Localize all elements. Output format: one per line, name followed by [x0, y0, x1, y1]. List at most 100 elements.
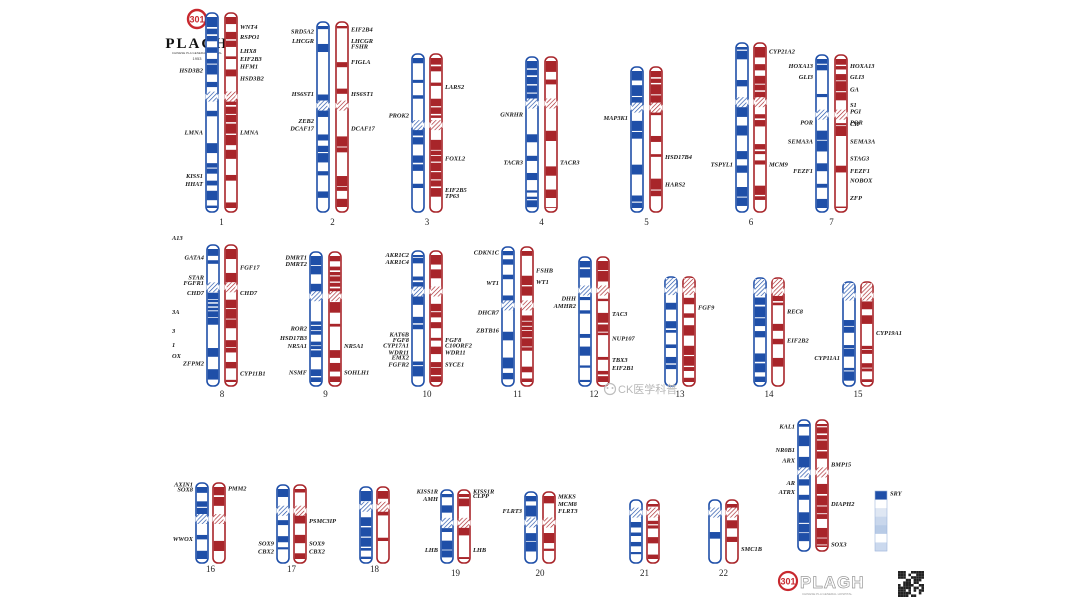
- chromosome-band: [206, 205, 218, 208]
- gene-label: PMM2: [228, 486, 247, 493]
- centromere-region: [754, 97, 766, 108]
- cropped-gene-label: 3A: [171, 309, 179, 316]
- centromere-region: [861, 290, 873, 301]
- qr-module: [898, 584, 901, 587]
- qr-module: [900, 586, 904, 590]
- logo-numeral: 301: [189, 15, 204, 25]
- qr-module: [908, 586, 911, 590]
- chromosome-red-17: [293, 484, 307, 564]
- gene-label: FGF8: [445, 337, 462, 344]
- gene-label: FSHB: [536, 268, 554, 275]
- chromosome-band: [754, 331, 766, 338]
- gene-label: LMNA: [239, 129, 258, 136]
- chromosome-band: [412, 95, 424, 99]
- chromosome-band: [441, 540, 453, 550]
- chromosome-band: [294, 553, 306, 559]
- chromosome-band: [206, 190, 218, 201]
- gene-label: HSD17B4: [664, 154, 692, 161]
- chromosome-number: 20: [536, 568, 546, 578]
- chromosome-band: [412, 276, 424, 281]
- chromosome-band: [526, 196, 538, 200]
- chromosome-band: [310, 369, 322, 377]
- centromere-region: [294, 505, 306, 516]
- chromosome-band: [430, 139, 442, 150]
- chromosome-band: [630, 521, 642, 528]
- chromosome-band: [526, 85, 538, 93]
- logo-subtitle: CHINESE PLA GENERAL HOSPITAL: [172, 51, 223, 55]
- chromosome-pair-y: SRY: [874, 490, 903, 552]
- chromosome-red-20: [542, 491, 556, 564]
- chromosome-band: [736, 125, 748, 136]
- gene-label: DCAF17: [350, 125, 376, 132]
- chromosome-band: [458, 494, 470, 498]
- centromere-region: [196, 514, 208, 524]
- chromosome-band: [412, 324, 424, 330]
- gene-label: WNT4: [240, 24, 257, 31]
- chromosome-band: [430, 66, 442, 72]
- chromosome-outline: [874, 490, 888, 552]
- chromosome-band: [207, 249, 219, 256]
- chromosome-band: [816, 424, 828, 427]
- chromosome-pair-11: 11 CDKN1C WT1 DHCR7 ZBTB16 FSHB WT1: [474, 246, 554, 399]
- chromosome-number: 22: [719, 568, 728, 578]
- chromosome-band: [329, 302, 341, 313]
- gene-label: FEZF1: [850, 168, 870, 175]
- chromosome-pair-10: 10AKR1C2AKR1C4KAT6BFGF8CYP17A1WDR11EMX2F…: [383, 250, 473, 399]
- gene-label: CYP19A1: [876, 330, 902, 337]
- chromosome-band: [225, 272, 237, 283]
- chromosome-band: [329, 266, 341, 271]
- chromosome-band: [196, 534, 208, 540]
- chromosome-band: [526, 76, 538, 85]
- gene-label: KISS1R: [472, 488, 495, 495]
- chromosome-band: [798, 523, 810, 533]
- gene-label: CYP11A1: [814, 355, 840, 362]
- chromosome-band: [526, 200, 538, 208]
- chromosome-band: [207, 260, 219, 264]
- qr-module: [916, 581, 919, 584]
- gene-label: CLPP: [473, 493, 489, 500]
- chromosome-band: [336, 136, 348, 147]
- chromosome-band: [521, 378, 533, 382]
- gene-label: EIF2B1: [611, 365, 634, 372]
- satellite-region: [772, 279, 784, 287]
- gene-label: HARS2: [664, 181, 686, 188]
- chromosome-band: [310, 283, 322, 293]
- chromosome-number: 3: [425, 217, 430, 227]
- chromosome-band: [206, 143, 218, 154]
- gene-label: LHX8: [239, 48, 257, 55]
- chromosome-band: [206, 58, 218, 64]
- chromosome-band: [310, 377, 322, 382]
- gene-label: FEZF1: [793, 168, 813, 175]
- watermark: CK医学科普: [603, 382, 677, 396]
- gene-label: AKR1C4: [385, 259, 409, 266]
- chromosome-band: [545, 79, 557, 85]
- chromosome-band: [412, 257, 424, 264]
- chromosome-band: [683, 377, 695, 382]
- chromosome-band: [647, 504, 659, 507]
- chromosome-band: [317, 153, 329, 163]
- chromosome-blue-5: [630, 66, 644, 213]
- gene-label: ZFP: [849, 195, 862, 202]
- chromosome-band: [206, 47, 218, 53]
- chromosome-band: [861, 368, 873, 372]
- gene-label: LHCGR: [291, 38, 315, 45]
- chromosome-band: [835, 59, 847, 65]
- gene-label: SYCE1: [445, 361, 464, 368]
- chromosome-band: [310, 321, 322, 325]
- qr-module: [918, 573, 922, 577]
- chromosome-band: [579, 379, 591, 382]
- chromosome-red-15: [860, 281, 874, 387]
- chromosome-band: [861, 315, 873, 324]
- chromosome-band: [835, 81, 847, 92]
- gene-label: FLRT3: [558, 508, 578, 515]
- chromosome-band: [875, 491, 887, 500]
- bottom-brand-name: PLAGH: [800, 573, 865, 592]
- centromere-region: [377, 501, 389, 512]
- chromosome-band: [835, 126, 847, 136]
- gene-label: LHB: [424, 547, 439, 554]
- gene-label: AXIN1: [173, 482, 193, 489]
- chromosome-band: [875, 542, 887, 552]
- gene-label: HS6ST1: [350, 91, 373, 98]
- chromosome-band: [665, 330, 677, 333]
- qr-module: [905, 586, 909, 590]
